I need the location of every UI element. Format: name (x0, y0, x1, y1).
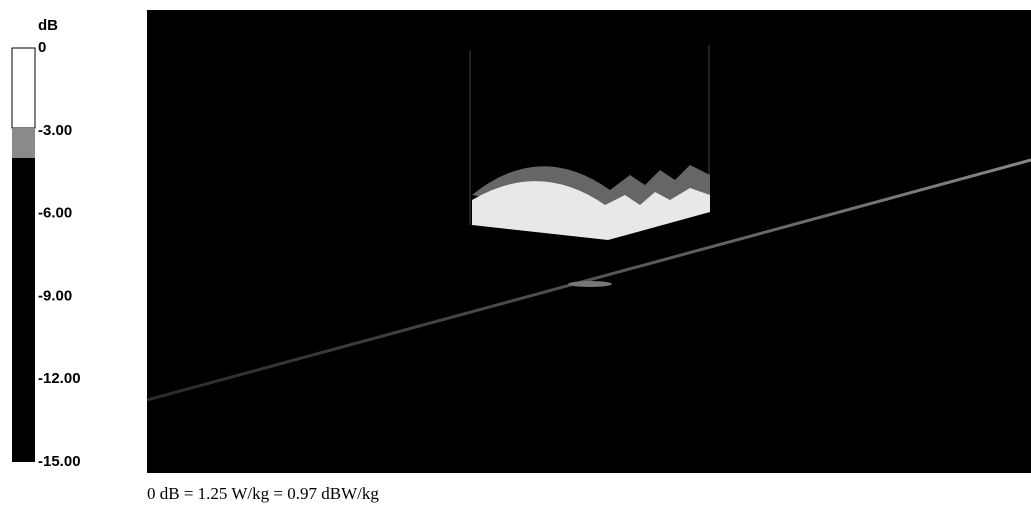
caption: 0 dB = 1.25 W/kg = 0.97 dBW/kg (147, 484, 379, 503)
colorbar-unit: dB (38, 17, 58, 34)
colorbar-grey (12, 128, 35, 158)
sar-image (147, 10, 1031, 473)
colorbar-tick-label: -12.00 (38, 370, 81, 387)
colorbar-tick-label: -6.00 (38, 205, 72, 222)
beam-line (146, 158, 1031, 402)
colorbar-tick-label: -15.00 (38, 453, 81, 470)
colorbar-ticks: 0 -3.00 -6.00 -9.00 -12.00 -15.00 (38, 39, 81, 470)
colorbar-tick-label: -3.00 (38, 122, 72, 139)
hotspot (568, 281, 612, 287)
colorbar-white (11, 47, 36, 129)
colorbar-tick-label: 0 (38, 39, 46, 56)
head-inner (472, 181, 710, 240)
colorbar-tick-label: -9.00 (38, 287, 72, 304)
colorbar-black (12, 158, 35, 462)
